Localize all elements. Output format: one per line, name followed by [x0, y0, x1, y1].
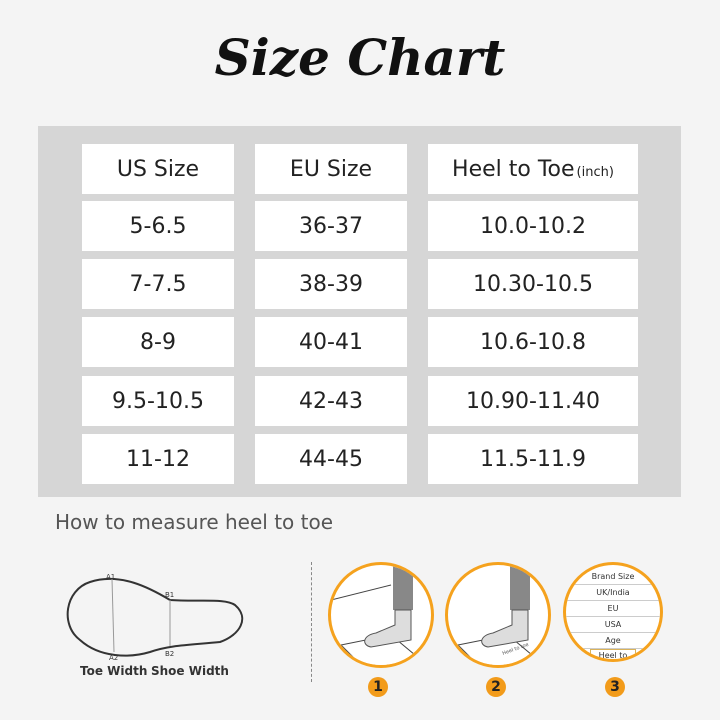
step-1-illustration: [328, 562, 434, 668]
size-list-item: Age: [566, 633, 660, 649]
cell-value: 7-7.5: [129, 271, 187, 297]
label-b2: B2: [165, 650, 174, 658]
cell-eu-size: 40-41: [255, 317, 407, 367]
header-label: US Size: [116, 156, 200, 182]
cell-value: 5-6.5: [129, 213, 187, 239]
header-us-size: US Size: [82, 144, 234, 194]
cell-value: 42-43: [299, 388, 363, 414]
step-3-badge: 3: [605, 677, 625, 697]
header-eu-size: EU Size: [255, 144, 407, 194]
cell-us-size: 8-9: [82, 317, 234, 367]
cell-heel-to-toe: 10.6-10.8: [428, 317, 638, 367]
cell-value: 44-45: [299, 446, 363, 472]
cell-heel-to-toe: 10.90-11.40: [428, 376, 638, 426]
cell-value: 10.90-11.40: [466, 388, 600, 414]
step-2-illustration: Heel to toe: [445, 562, 551, 668]
cell-value: 11-12: [126, 446, 190, 472]
step-1-badge: 1: [368, 677, 388, 697]
toe-width-label: Toe Width: [80, 664, 148, 678]
cell-value: 10.30-10.5: [473, 271, 593, 297]
size-list-item: USA: [566, 617, 660, 633]
cell-eu-size: 36-37: [255, 201, 407, 251]
header-label: EU Size: [289, 156, 373, 182]
unit-label: (inch): [576, 164, 614, 180]
cell-us-size: 5-6.5: [82, 201, 234, 251]
page-title: Size Chart: [214, 28, 506, 87]
cell-heel-to-toe: 11.5-11.9: [428, 434, 638, 484]
howto-heading: How to measure heel to toe: [55, 510, 334, 534]
cell-eu-size: 42-43: [255, 376, 407, 426]
cell-us-size: 7-7.5: [82, 259, 234, 309]
sole-diagram: A1 A2 B1 B2: [66, 573, 244, 660]
cell-value: 40-41: [299, 329, 363, 355]
size-list-item: Brand Size: [566, 569, 660, 585]
cell-us-size: 11-12: [82, 434, 234, 484]
label-a2: A2: [109, 654, 118, 660]
size-list-item-highlight: Heel to Toe: [590, 649, 636, 659]
cell-value: 36-37: [299, 213, 363, 239]
header-label: Heel to Toe: [452, 156, 575, 182]
cell-value: 11.5-11.9: [480, 446, 586, 472]
cell-us-size: 9.5-10.5: [82, 376, 234, 426]
shoe-width-label: Shoe Width: [151, 664, 229, 678]
size-list-item: EU: [566, 601, 660, 617]
cell-heel-to-toe: 10.30-10.5: [428, 259, 638, 309]
cell-value: 8-9: [140, 329, 176, 355]
divider: [311, 562, 312, 682]
header-heel-to-toe: Heel to Toe (inch): [428, 144, 638, 194]
cell-value: 10.0-10.2: [480, 213, 586, 239]
step-3-illustration: Brand Size UK/India EU USA Age Heel to T…: [563, 562, 663, 662]
label-b1: B1: [165, 591, 174, 599]
size-list-item: UK/India: [566, 585, 660, 601]
cell-heel-to-toe: 10.0-10.2: [428, 201, 638, 251]
cell-eu-size: 38-39: [255, 259, 407, 309]
label-a1: A1: [106, 573, 115, 581]
step-2-badge: 2: [486, 677, 506, 697]
cell-eu-size: 44-45: [255, 434, 407, 484]
cell-value: 38-39: [299, 271, 363, 297]
cell-value: 9.5-10.5: [112, 388, 204, 414]
cell-value: 10.6-10.8: [480, 329, 586, 355]
